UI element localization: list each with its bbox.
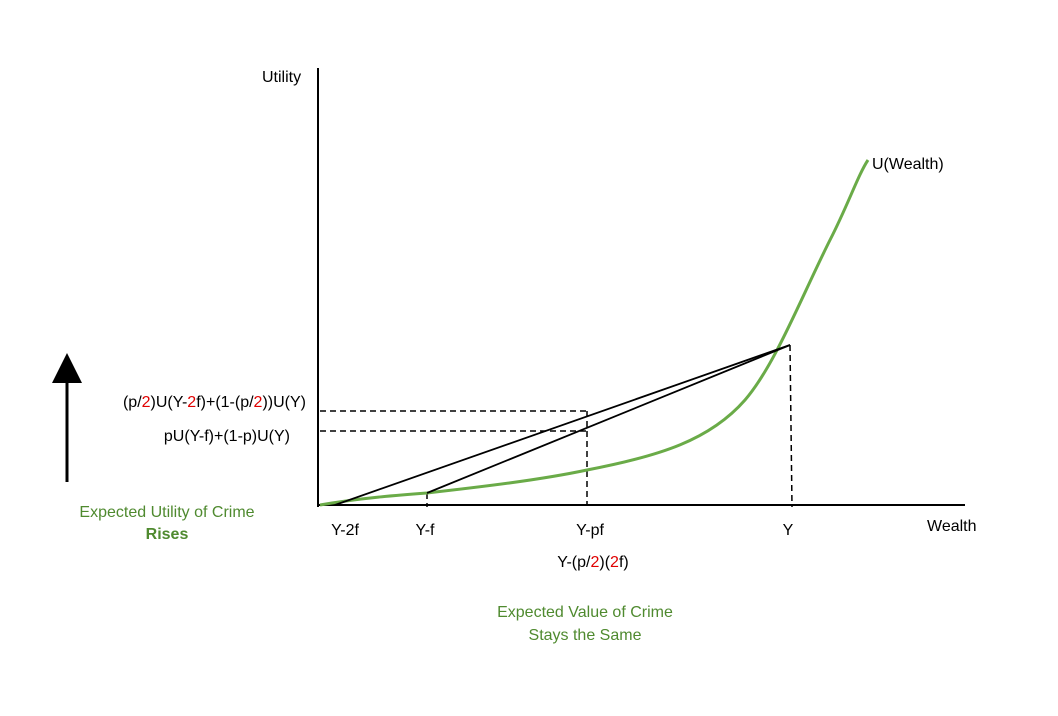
x-point: Y-2f <box>331 522 359 539</box>
label-part: 2 <box>142 394 151 411</box>
chord <box>334 344 791 506</box>
label-part: Y-(p/ <box>557 554 591 571</box>
label-part: 2 <box>254 394 263 411</box>
utility-label: pU(Y-f)+(1-p)U(Y) <box>164 428 290 445</box>
label-part: )U(Y- <box>151 394 188 411</box>
chord <box>426 344 791 494</box>
x-point: Y <box>783 522 794 539</box>
label-part: (p/ <box>123 394 142 411</box>
label-part: pU(Y-f)+(1-p)U(Y) <box>164 428 290 445</box>
utility-note: Rises <box>146 526 189 543</box>
label-part: 2 <box>610 554 619 571</box>
label-part: )( <box>599 554 610 571</box>
guide <box>789 344 793 508</box>
label-part: f) <box>619 554 629 571</box>
value-note: Stays the Same <box>529 627 642 644</box>
x-point: Y-pf <box>576 522 604 539</box>
x-axis-label: Wealth <box>927 518 977 535</box>
curve-label: U(Wealth) <box>872 156 944 173</box>
utility-note: Expected Utility of Crime <box>79 504 254 521</box>
label-part: 2 <box>187 394 196 411</box>
label-part: f)+(1-(p/ <box>196 394 254 411</box>
label-part: ))U(Y) <box>262 394 306 411</box>
utility-label: (p/2)U(Y-2f)+(1-(p/2))U(Y) <box>123 394 306 411</box>
x-point-extra: Y-(p/2)(2f) <box>557 554 628 571</box>
x-point: Y-f <box>416 522 436 539</box>
label-part: 2 <box>590 554 599 571</box>
y-axis-label: Utility <box>262 69 301 86</box>
utility-curve <box>319 159 870 507</box>
value-note: Expected Value of Crime <box>497 604 673 621</box>
